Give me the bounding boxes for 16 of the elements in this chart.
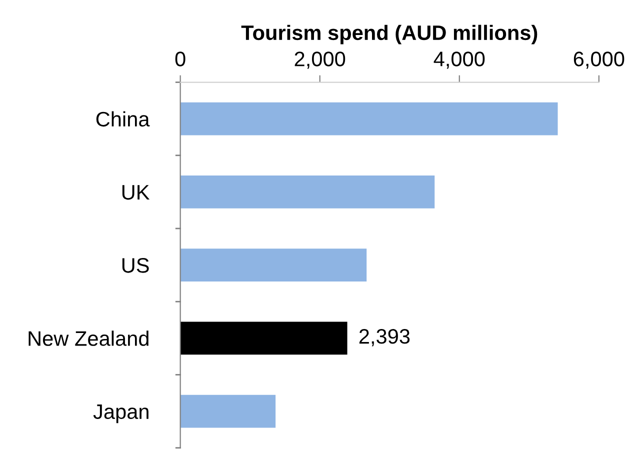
bar (180, 175, 435, 208)
x-tick-label: 6,000 (574, 52, 624, 69)
x-tick-label: 4,000 (434, 52, 485, 69)
y-tick-label: New Zealand (28, 330, 148, 346)
y-tick-label: China (96, 111, 150, 127)
data-label: 2,393 (359, 329, 410, 346)
bar (180, 102, 558, 136)
x-axis-title: Tourism spend (AUD millions) (241, 24, 538, 44)
y-tick-label: Japan (93, 404, 148, 424)
bar (180, 394, 276, 428)
x-tick-label: 0 (175, 52, 186, 66)
y-tick-label: US (122, 258, 149, 273)
x-tick-label: 2,000 (294, 52, 346, 69)
bar (180, 248, 367, 282)
y-tick-label: UK (122, 185, 150, 200)
bar (180, 322, 348, 355)
